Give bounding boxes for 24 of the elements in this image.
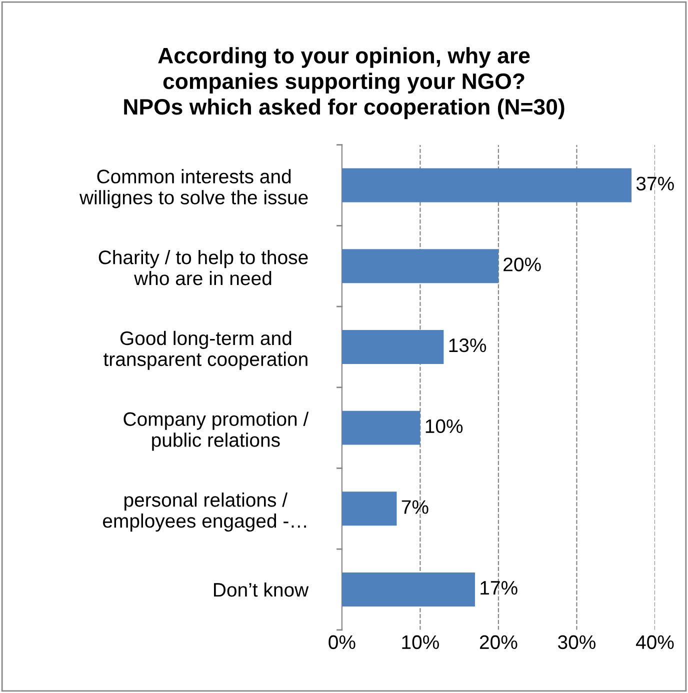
bar <box>342 168 632 202</box>
bar <box>342 330 444 364</box>
y-tick-label: personal relations / employees engaged -… <box>102 492 306 532</box>
y-tick-label: Common interests and willignes to solve the issue <box>79 169 308 208</box>
x-tick-label: 0% <box>328 635 356 650</box>
x-tick-label: 10% <box>402 635 439 650</box>
bar <box>342 492 397 526</box>
data-label: 10% <box>426 419 463 434</box>
bar <box>342 249 498 284</box>
y-tick-label: Good long-term and transparent cooperation <box>104 330 308 370</box>
x-tick-label: 30% <box>558 635 596 650</box>
data-label: 37% <box>636 176 674 190</box>
y-tick-label: Don’t know <box>214 582 309 597</box>
data-label: 20% <box>504 258 541 272</box>
data-label: 17% <box>480 581 518 595</box>
chart-title: According to your opinion, why are companies supporting your NGO? NPOs which asked for cooperation (N=30) <box>124 47 564 120</box>
x-tick-label: 20% <box>480 635 518 650</box>
bar <box>342 572 475 606</box>
y-tick-label: Company promotion / public relations <box>124 412 309 451</box>
data-label: 13% <box>449 338 486 352</box>
y-tick-label: Charity / to help to those who are in need <box>98 250 308 286</box>
data-label: 7% <box>402 500 428 514</box>
x-tick-label: 40% <box>636 635 674 650</box>
bar <box>342 410 420 445</box>
